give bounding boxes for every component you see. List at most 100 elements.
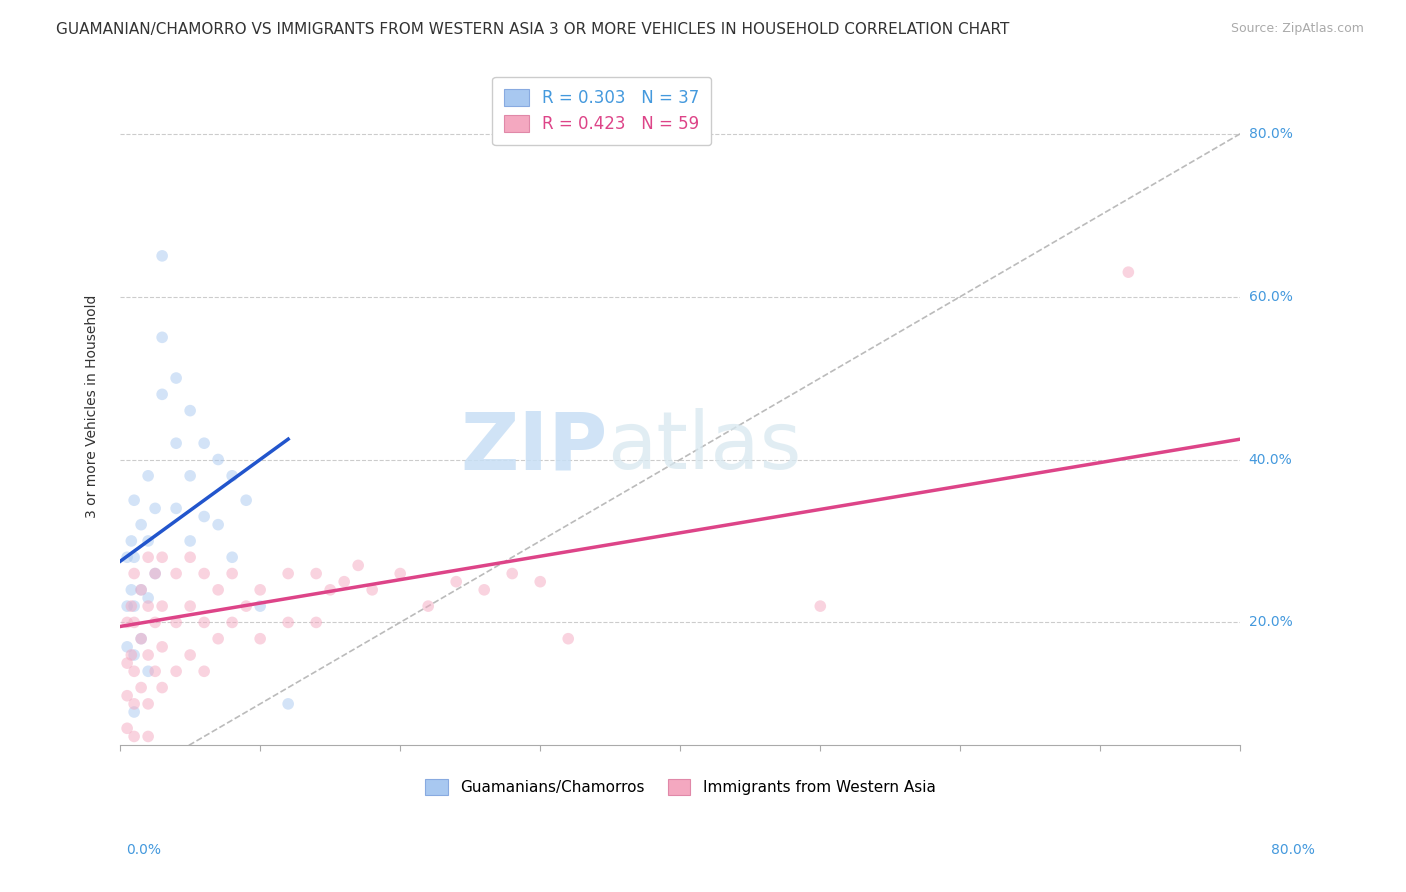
- Text: Source: ZipAtlas.com: Source: ZipAtlas.com: [1230, 22, 1364, 36]
- Point: [179, 648, 201, 662]
- Point: [305, 615, 328, 630]
- Point: [120, 648, 142, 662]
- Point: [122, 697, 145, 711]
- Point: [207, 582, 229, 597]
- Point: [165, 371, 187, 385]
- Point: [122, 665, 145, 679]
- Point: [333, 574, 356, 589]
- Point: [529, 574, 551, 589]
- Text: 60.0%: 60.0%: [1249, 290, 1292, 303]
- Point: [444, 574, 467, 589]
- Point: [389, 566, 412, 581]
- Point: [1118, 265, 1140, 279]
- Point: [136, 533, 159, 548]
- Point: [136, 665, 159, 679]
- Text: atlas: atlas: [607, 409, 801, 486]
- Point: [165, 501, 187, 516]
- Text: 80.0%: 80.0%: [1249, 127, 1292, 141]
- Point: [136, 697, 159, 711]
- Point: [501, 566, 523, 581]
- Point: [122, 493, 145, 508]
- Point: [150, 681, 173, 695]
- Point: [143, 665, 166, 679]
- Point: [193, 566, 215, 581]
- Point: [122, 599, 145, 614]
- Point: [150, 599, 173, 614]
- Point: [179, 403, 201, 417]
- Point: [179, 550, 201, 565]
- Point: [361, 582, 384, 597]
- Point: [115, 550, 138, 565]
- Point: [129, 517, 152, 532]
- Point: [115, 721, 138, 735]
- Point: [165, 665, 187, 679]
- Point: [115, 689, 138, 703]
- Text: ZIP: ZIP: [460, 409, 607, 486]
- Point: [207, 632, 229, 646]
- Point: [249, 632, 271, 646]
- Point: [305, 566, 328, 581]
- Point: [129, 632, 152, 646]
- Text: 80.0%: 80.0%: [1271, 843, 1315, 857]
- Point: [136, 648, 159, 662]
- Point: [165, 615, 187, 630]
- Point: [122, 550, 145, 565]
- Point: [193, 615, 215, 630]
- Point: [150, 249, 173, 263]
- Point: [143, 615, 166, 630]
- Text: 20.0%: 20.0%: [1249, 615, 1292, 630]
- Point: [122, 615, 145, 630]
- Point: [129, 582, 152, 597]
- Point: [120, 582, 142, 597]
- Text: 0.0%: 0.0%: [127, 843, 162, 857]
- Point: [129, 632, 152, 646]
- Point: [115, 615, 138, 630]
- Point: [120, 533, 142, 548]
- Point: [235, 493, 257, 508]
- Point: [136, 591, 159, 605]
- Text: 40.0%: 40.0%: [1249, 452, 1292, 467]
- Point: [221, 550, 243, 565]
- Point: [150, 330, 173, 344]
- Point: [221, 566, 243, 581]
- Point: [122, 705, 145, 719]
- Point: [808, 599, 831, 614]
- Point: [143, 566, 166, 581]
- Point: [143, 501, 166, 516]
- Point: [115, 640, 138, 654]
- Point: [319, 582, 342, 597]
- Point: [179, 468, 201, 483]
- Point: [136, 599, 159, 614]
- Point: [150, 640, 173, 654]
- Point: [129, 681, 152, 695]
- Text: GUAMANIAN/CHAMORRO VS IMMIGRANTS FROM WESTERN ASIA 3 OR MORE VEHICLES IN HOUSEHO: GUAMANIAN/CHAMORRO VS IMMIGRANTS FROM WE…: [56, 22, 1010, 37]
- Y-axis label: 3 or more Vehicles in Household: 3 or more Vehicles in Household: [86, 295, 100, 518]
- Point: [115, 599, 138, 614]
- Point: [207, 517, 229, 532]
- Point: [235, 599, 257, 614]
- Point: [179, 533, 201, 548]
- Point: [557, 632, 579, 646]
- Point: [136, 468, 159, 483]
- Point: [129, 582, 152, 597]
- Point: [122, 566, 145, 581]
- Point: [120, 599, 142, 614]
- Point: [115, 656, 138, 670]
- Point: [143, 566, 166, 581]
- Point: [277, 697, 299, 711]
- Point: [136, 550, 159, 565]
- Point: [249, 582, 271, 597]
- Point: [249, 599, 271, 614]
- Point: [193, 509, 215, 524]
- Legend: Guamanians/Chamorros, Immigrants from Western Asia: Guamanians/Chamorros, Immigrants from We…: [416, 771, 945, 805]
- Point: [347, 558, 370, 573]
- Point: [277, 566, 299, 581]
- Point: [165, 436, 187, 450]
- Point: [193, 665, 215, 679]
- Point: [207, 452, 229, 467]
- Point: [277, 615, 299, 630]
- Point: [179, 599, 201, 614]
- Point: [221, 615, 243, 630]
- Point: [165, 566, 187, 581]
- Point: [136, 730, 159, 744]
